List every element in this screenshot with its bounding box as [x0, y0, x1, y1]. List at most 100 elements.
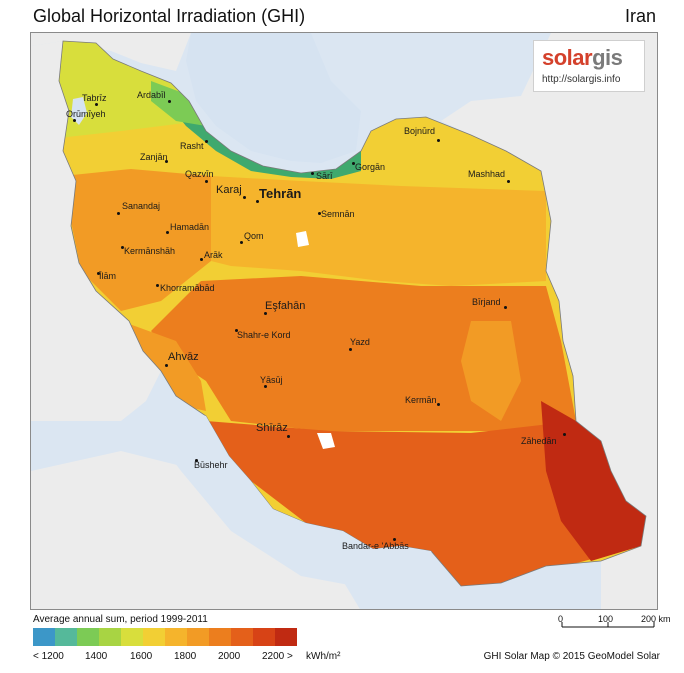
city-label: Bojnūrd — [404, 126, 436, 136]
legend-caption: Average annual sum, period 1999-2011 — [33, 614, 208, 625]
scale-bar — [561, 622, 655, 628]
neighbor-land-east — [441, 33, 657, 609]
city-label: Gorgān — [355, 162, 386, 172]
city-label: Qazvīn — [185, 169, 214, 179]
city-dot — [117, 212, 120, 215]
legend-tick: 1800 — [174, 651, 197, 662]
city-label: Khorramābād — [160, 283, 215, 293]
city-label: Arāk — [204, 250, 223, 260]
city-dot — [349, 348, 352, 351]
city-dot — [95, 103, 98, 106]
legend-swatch — [143, 628, 165, 646]
city-dot — [256, 200, 259, 203]
city-dot — [240, 241, 243, 244]
scale-label: 0 — [558, 614, 564, 624]
legend-swatch — [165, 628, 187, 646]
city-label: Kermān — [405, 395, 437, 405]
neighbor-land-west — [31, 41, 161, 421]
city-dot — [195, 459, 198, 462]
legend-swatch — [33, 628, 55, 646]
zone-southeast-dark-red — [541, 401, 646, 561]
city-dot — [235, 329, 238, 332]
city-dot — [205, 140, 208, 143]
zone-green-strip — [151, 81, 206, 126]
legend-swatch — [187, 628, 209, 646]
legend-tick: 2200 > — [262, 651, 293, 662]
legend-unit: kWh/m² — [306, 651, 341, 662]
city-label: Shīrāz — [256, 422, 288, 434]
city-dot — [352, 162, 355, 165]
city-label: Bīrjand — [472, 297, 501, 307]
city-dot — [205, 180, 208, 183]
city-label: Tabrīz — [82, 93, 107, 103]
city-label: Rasht — [180, 141, 204, 151]
caspian-sea — [186, 33, 361, 163]
inner-lake-south — [317, 433, 335, 449]
arabian-peninsula — [31, 451, 360, 609]
country-name: Iran — [624, 6, 656, 26]
map-credit: GHI Solar Map © 2015 GeoModel Solar — [483, 651, 660, 662]
legend-tick: < 1200 — [33, 651, 64, 662]
city-label: Qom — [244, 231, 264, 241]
city-dot — [563, 433, 566, 436]
scale-label: 100 — [598, 614, 614, 624]
city-dot — [318, 212, 321, 215]
map-canvas — [31, 33, 657, 609]
zone-central-light-orange — [211, 176, 546, 286]
city-dot — [165, 364, 168, 367]
city-label: Ardabīl — [137, 90, 166, 100]
city-dot — [264, 385, 267, 388]
city-dot — [504, 306, 507, 309]
legend-tick: 1600 — [130, 651, 153, 662]
city-label: Sārī — [316, 171, 333, 181]
city-dot — [166, 231, 169, 234]
city-label: Zāhedān — [521, 436, 557, 446]
city-label: Īlām — [99, 271, 117, 281]
persian-gulf — [151, 401, 441, 591]
city-label: Orūmīyeh — [66, 109, 106, 119]
city-label: Shahr-e Kord — [237, 330, 291, 340]
city-dot — [437, 403, 440, 406]
city-dot — [393, 538, 396, 541]
city-label: Mashhad — [468, 169, 506, 179]
iran-border — [58, 40, 647, 587]
legend-swatch — [77, 628, 99, 646]
legend-color-bar — [33, 628, 297, 646]
city-dot — [121, 246, 124, 249]
zone-west-orange — [63, 169, 211, 311]
capital-label: Tehrān — [259, 186, 302, 201]
zone-khuzestan — [121, 321, 206, 411]
city-dot — [156, 284, 159, 287]
city-label: Sanandaj — [122, 201, 161, 211]
city-label: Karaj — [216, 184, 242, 196]
logo-brand-red: solar — [542, 45, 593, 70]
legend-swatch — [253, 628, 275, 646]
city-dot — [264, 312, 267, 315]
city-label: Bandar-e 'Abbās — [342, 541, 409, 551]
city-label: Yāsūj — [260, 375, 283, 385]
city-label: Eşfahān — [265, 300, 306, 312]
city-dot — [243, 196, 246, 199]
logo-url: http://solargis.info — [542, 74, 621, 85]
city-dot — [168, 100, 171, 103]
salt-lake — [296, 231, 309, 247]
city-dot — [165, 160, 168, 163]
legend-swatch — [209, 628, 231, 646]
city-label: Ahvāz — [168, 351, 199, 363]
city-dot — [200, 258, 203, 261]
city-label: Semnān — [321, 209, 355, 219]
zone-dasht-e-lut — [461, 321, 521, 421]
legend-swatch — [55, 628, 77, 646]
city-dot — [437, 139, 440, 142]
city-dot — [287, 435, 290, 438]
logo-brand-gray: gis — [592, 45, 623, 70]
city-dot — [507, 180, 510, 183]
city-label: Būshehr — [194, 460, 228, 470]
city-dot — [73, 119, 76, 122]
city-label: Kermānshāh — [124, 246, 176, 256]
lake-urmia — [71, 97, 87, 125]
solargis-logo: solargis http://solargis.info — [533, 40, 645, 92]
legend-swatch — [275, 628, 297, 646]
map-title: Global Horizontal Irradiation (GHI) — [33, 6, 306, 26]
city-dot — [311, 172, 314, 175]
